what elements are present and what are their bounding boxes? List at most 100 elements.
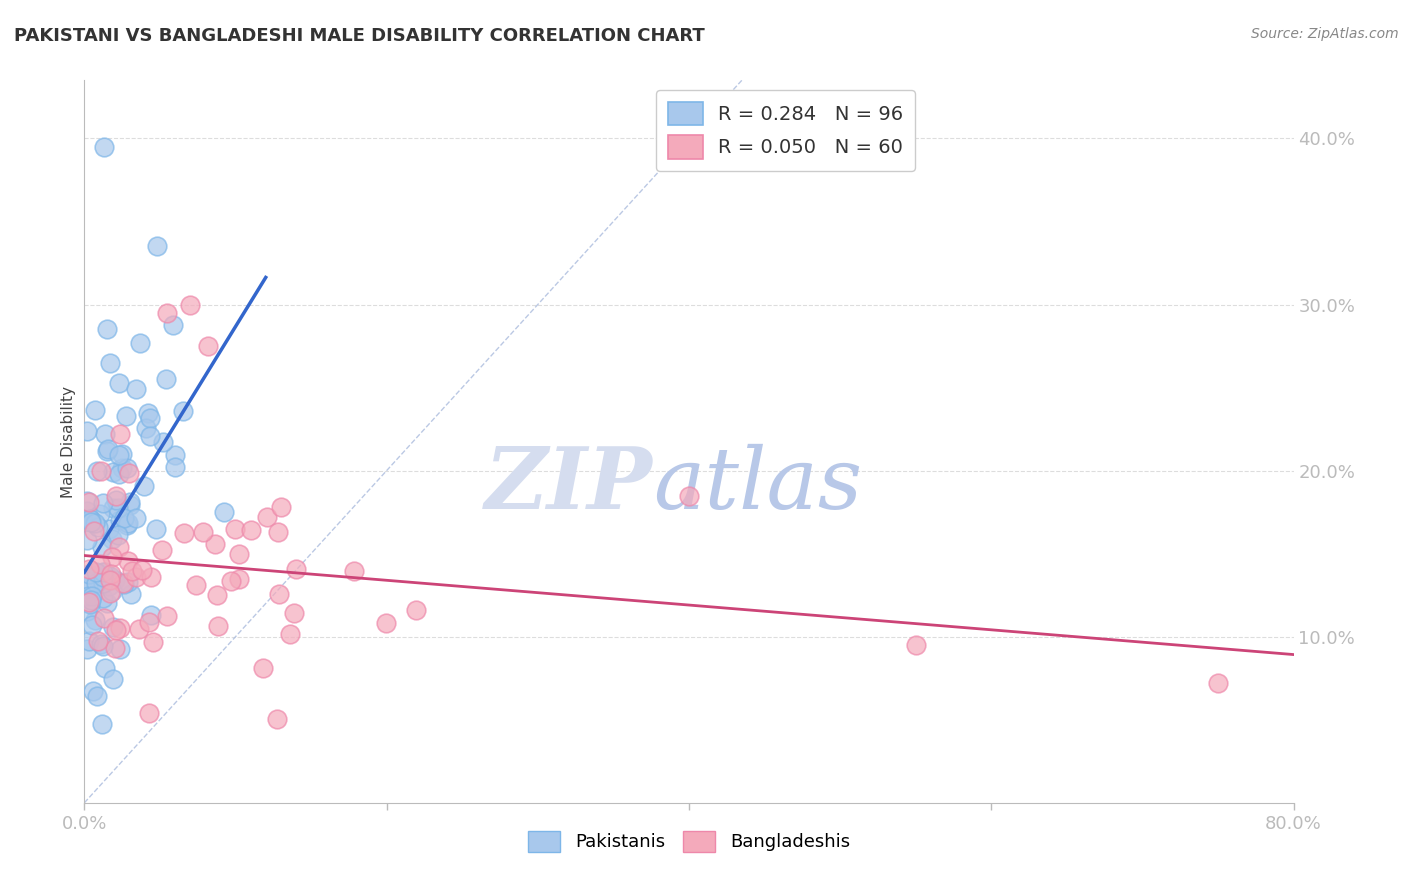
Point (94, 661, 117, 675)
Point (112, 577, 135, 591)
Point (120, 587, 142, 601)
Point (117, 554, 139, 568)
Point (228, 547, 250, 561)
Point (83, 568, 105, 582)
Point (118, 498, 141, 512)
Point (90, 637, 112, 651)
Point (93, 611, 115, 625)
Point (142, 635, 165, 649)
Point (139, 429, 162, 443)
Point (77, 595, 100, 609)
Point (91, 570, 114, 584)
Point (96, 322, 118, 336)
Point (93, 426, 115, 441)
Point (104, 623, 127, 637)
Point (84, 613, 107, 627)
Point (77, 567, 100, 582)
Point (179, 297, 201, 311)
Point (91, 576, 114, 591)
Point (283, 606, 305, 620)
Point (125, 511, 148, 525)
Point (266, 712, 288, 726)
Point (96, 443, 118, 458)
Point (278, 627, 301, 641)
Point (173, 526, 195, 541)
Point (91, 591, 114, 606)
Point (165, 448, 187, 462)
Point (131, 563, 153, 577)
Point (90, 464, 112, 478)
Point (285, 562, 308, 576)
Point (101, 672, 124, 686)
Point (84, 576, 107, 591)
Point (191, 525, 214, 540)
Point (155, 372, 177, 386)
Point (204, 537, 226, 551)
Point (678, 489, 700, 503)
Point (121, 564, 143, 578)
Point (100, 550, 122, 565)
Point (136, 406, 159, 420)
Point (146, 239, 169, 253)
Point (239, 523, 262, 537)
Point (98, 573, 121, 587)
Point (111, 447, 134, 461)
Point (115, 517, 138, 532)
Point (83, 516, 105, 531)
Point (111, 461, 134, 475)
Point (256, 510, 278, 524)
Point (108, 541, 131, 555)
Point (91, 566, 114, 580)
Point (89, 507, 111, 521)
Point (904, 638, 927, 652)
Point (98, 523, 121, 537)
Point (108, 621, 131, 635)
Point (108, 642, 131, 657)
Legend: Pakistanis, Bangladeshis: Pakistanis, Bangladeshis (520, 823, 858, 859)
Point (93, 139, 115, 153)
Point (267, 587, 290, 601)
Point (141, 608, 163, 623)
Point (77, 589, 100, 603)
Point (98, 356, 121, 370)
Point (108, 513, 131, 527)
Point (107, 467, 129, 481)
Point (86, 689, 108, 703)
Point (104, 573, 127, 587)
Point (405, 602, 427, 616)
Point (128, 622, 150, 636)
Point (108, 376, 131, 390)
Point (82, 589, 104, 603)
Point (91, 576, 114, 591)
Point (93, 495, 115, 509)
Point (115, 461, 138, 475)
Point (86, 464, 108, 478)
Text: Source: ZipAtlas.com: Source: ZipAtlas.com (1251, 27, 1399, 41)
Point (103, 501, 125, 516)
Point (197, 339, 219, 353)
Point (100, 584, 122, 599)
Point (207, 619, 229, 633)
Point (100, 566, 122, 581)
Point (150, 543, 173, 558)
Y-axis label: Male Disability: Male Disability (60, 385, 76, 498)
Point (343, 564, 366, 578)
Point (77, 562, 100, 576)
Point (107, 500, 129, 515)
Point (186, 578, 208, 592)
Point (79, 634, 101, 648)
Point (111, 576, 134, 591)
Point (138, 706, 160, 721)
Point (118, 495, 141, 509)
Point (103, 465, 125, 479)
Point (156, 306, 179, 320)
Point (96, 442, 118, 457)
Point (76, 504, 98, 518)
Point (205, 589, 228, 603)
Point (221, 574, 243, 588)
Point (224, 522, 246, 536)
Point (139, 410, 162, 425)
Point (270, 500, 292, 514)
Point (152, 435, 174, 450)
Point (212, 505, 235, 519)
